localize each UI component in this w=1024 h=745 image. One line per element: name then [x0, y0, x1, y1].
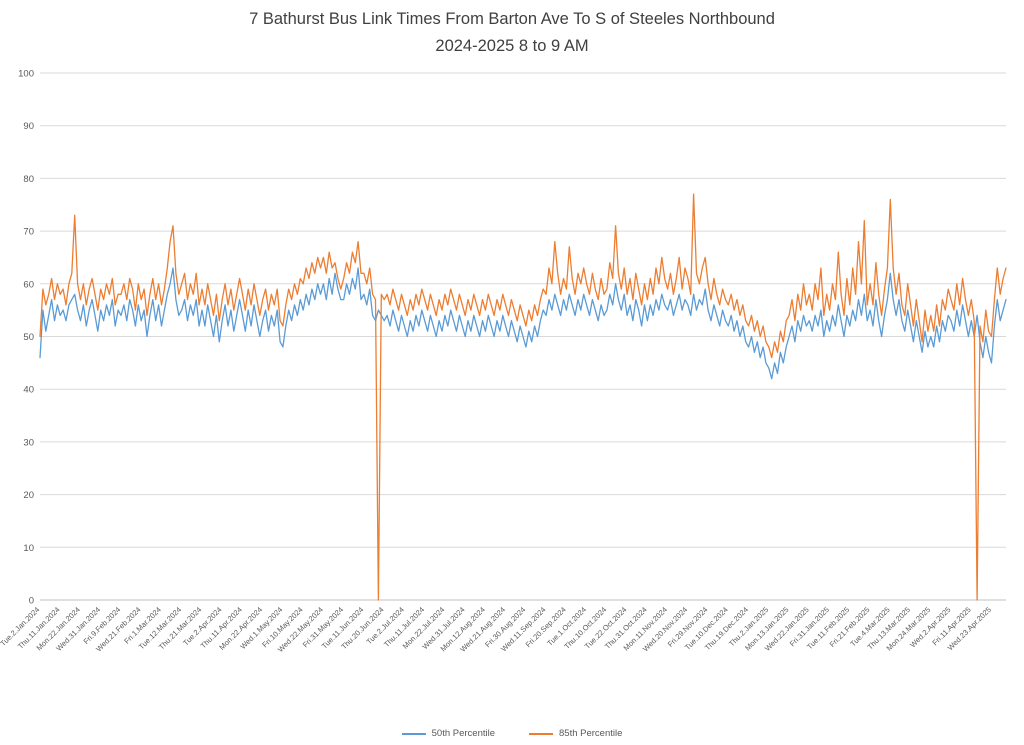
y-axis-label: 0 — [29, 596, 34, 607]
legend-item-50th-percentile: 50th Percentile — [401, 728, 495, 739]
y-axis-label: 40 — [23, 385, 34, 396]
legend-line-50th-icon — [401, 732, 426, 735]
chart-title: 7 Bathurst Bus Link Times From Barton Av… — [0, 6, 1024, 60]
y-axis-label: 70 — [23, 227, 34, 238]
y-axis-label: 10 — [23, 543, 34, 554]
y-axis-label: 60 — [23, 279, 34, 290]
series-line-85th-percentile — [39, 193, 1007, 601]
series-line-50th-percentile — [39, 267, 1007, 380]
y-axis-label: 50 — [23, 332, 34, 343]
legend-label-85th: 85th Percentile — [559, 728, 623, 739]
y-axis-label: 20 — [23, 490, 34, 501]
y-axis-label: 100 — [18, 69, 34, 80]
legend-line-85th-icon — [529, 732, 553, 735]
legend-item-85th-percentile: 85th Percentile — [529, 728, 622, 739]
chart-legend: 50th Percentile 85th Percentile — [0, 728, 1024, 739]
chart-title-line1: 7 Bathurst Bus Link Times From Barton Av… — [249, 10, 775, 28]
chart-title-line2: 2024-2025 8 to 9 AM — [435, 37, 589, 55]
y-axis-label: 90 — [23, 121, 34, 132]
y-axis-label: 80 — [23, 174, 34, 185]
y-axis-label: 30 — [23, 437, 34, 448]
legend-label-50th: 50th Percentile — [431, 728, 495, 739]
